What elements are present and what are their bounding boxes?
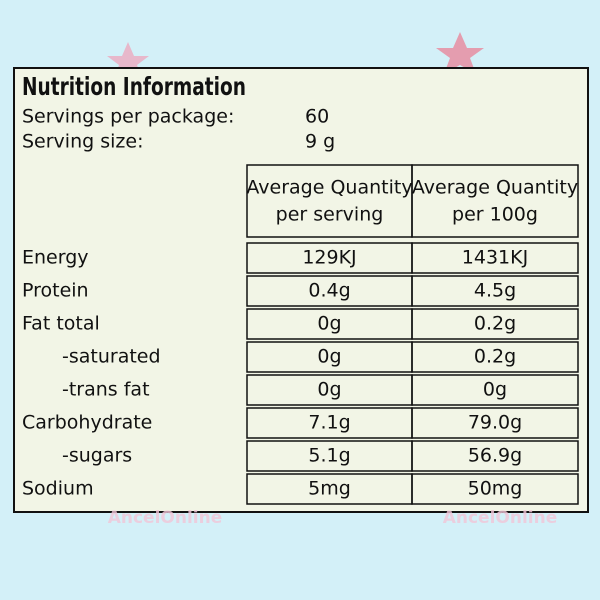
cell-value: 5.1g (308, 445, 350, 467)
value-cell (411, 374, 579, 406)
row-label: -saturated (62, 346, 161, 368)
row-label: Fat total (22, 313, 100, 335)
cell-value: 7.1g (308, 412, 350, 434)
cell-value: 1431KJ (462, 247, 528, 269)
watermark: AncelOnline (443, 508, 558, 528)
value-cell (411, 473, 579, 505)
cell-value: 0g (317, 346, 341, 368)
column-header: Average Quantity (246, 177, 412, 199)
star-decoration (436, 32, 484, 74)
cell-value: 0g (317, 379, 341, 401)
watermark: AncelOnline (108, 508, 223, 528)
row-label: -trans fat (62, 379, 150, 401)
header-cell (411, 164, 579, 238)
value-cell (411, 341, 579, 373)
title: Nutrition Information (22, 72, 246, 101)
serving-label: Serving size: (22, 131, 143, 153)
row-label: Sodium (22, 478, 94, 500)
row-label: Energy (22, 247, 89, 269)
value-cell (411, 440, 579, 472)
cell-value: 0g (483, 379, 507, 401)
cell-value: 4.5g (474, 280, 516, 302)
cell-value: 5mg (308, 478, 351, 500)
cell-value: 0.2g (474, 313, 516, 335)
cell-value: 56.9g (468, 445, 522, 467)
serving-value: 9 g (305, 131, 335, 153)
row-label: Carbohydrate (22, 412, 152, 434)
row-label: -sugars (62, 445, 132, 467)
cell-value: 79.0g (468, 412, 522, 434)
value-cell (411, 407, 579, 439)
column-header: Average Quantity (412, 177, 578, 199)
column-header: per 100g (452, 204, 538, 226)
cell-value: 0g (317, 313, 341, 335)
cell-value: 129KJ (302, 247, 356, 269)
column-header: per serving (276, 204, 384, 226)
cell-value: 0.2g (474, 346, 516, 368)
value-cell (411, 242, 579, 274)
cell-value: 0.4g (308, 280, 350, 302)
value-cell (411, 275, 579, 307)
value-cell (411, 308, 579, 340)
row-label: Protein (22, 280, 89, 302)
cell-value: 50mg (468, 478, 523, 500)
serving-label: Servings per package: (22, 106, 234, 128)
serving-value: 60 (305, 106, 329, 128)
